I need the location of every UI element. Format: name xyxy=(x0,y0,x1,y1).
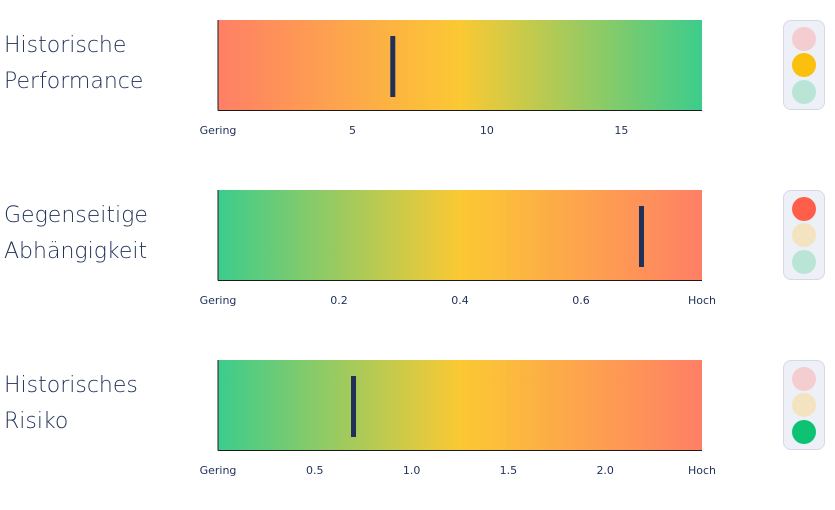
traffic-light xyxy=(783,360,825,450)
lamp-red xyxy=(792,367,816,391)
tick-label: Gering xyxy=(200,294,237,307)
bullet-chart: Gering 0.2 0.4 0.6 Hoch xyxy=(200,190,716,307)
tick-label: Hoch xyxy=(688,294,716,307)
tick-label: 1.0 xyxy=(403,464,421,477)
row-label-line-1: Gegenseitige xyxy=(4,203,148,228)
lamp-yellow xyxy=(792,393,816,417)
performance-row: Historische Performance Gering 5 10 15 xyxy=(0,0,835,170)
bullet-chart: Gering 0.5 1.0 1.5 2.0 Hoch xyxy=(200,360,716,477)
dependency-row: Gegenseitige Abhängigkeit Gering 0.2 0.4 0.… xyxy=(0,170,835,340)
tick-label: Hoch xyxy=(688,464,716,477)
lamp-green xyxy=(792,420,816,444)
tick-label: 1.5 xyxy=(500,464,518,477)
row-label-line-1: Historisches xyxy=(4,373,138,398)
lamp-green xyxy=(792,80,816,104)
traffic-light xyxy=(783,20,825,110)
lamp-red xyxy=(792,197,816,221)
tick-label: 0.6 xyxy=(572,294,590,307)
lamp-green xyxy=(792,250,816,274)
lamp-yellow xyxy=(792,53,816,77)
lamp-red xyxy=(792,27,816,51)
row-label: Gegenseitige Abhängigkeit xyxy=(4,198,204,270)
gradient-band xyxy=(218,20,702,110)
value-marker xyxy=(351,376,357,437)
gradient-band xyxy=(218,190,702,280)
tick-label: Gering xyxy=(200,124,237,137)
tick-label: 2.0 xyxy=(596,464,614,477)
lamp-yellow xyxy=(792,223,816,247)
risk-row: Historisches Risiko Gering 0.5 1.0 1.5 2.0 Ho… xyxy=(0,340,835,510)
row-label: Historisches Risiko xyxy=(4,368,204,440)
value-marker xyxy=(639,206,644,267)
tick-label: 0.2 xyxy=(330,294,348,307)
tick-label: 10 xyxy=(480,124,494,137)
tick-label: 5 xyxy=(349,124,356,137)
row-label-line-2: Performance xyxy=(4,69,144,94)
tick-label: 15 xyxy=(614,124,628,137)
row-label-line-1: Historische xyxy=(4,33,127,58)
tick-label: 0.5 xyxy=(306,464,324,477)
row-label: Historische Performance xyxy=(4,28,204,100)
row-label-line-2: Abhängigkeit xyxy=(4,239,148,264)
row-label-line-2: Risiko xyxy=(4,409,69,434)
gradient-band xyxy=(218,360,702,450)
tick-label: Gering xyxy=(200,464,237,477)
traffic-light xyxy=(783,190,825,280)
value-marker xyxy=(390,36,396,97)
bullet-chart: Gering 5 10 15 xyxy=(200,20,702,137)
tick-label: 0.4 xyxy=(451,294,469,307)
